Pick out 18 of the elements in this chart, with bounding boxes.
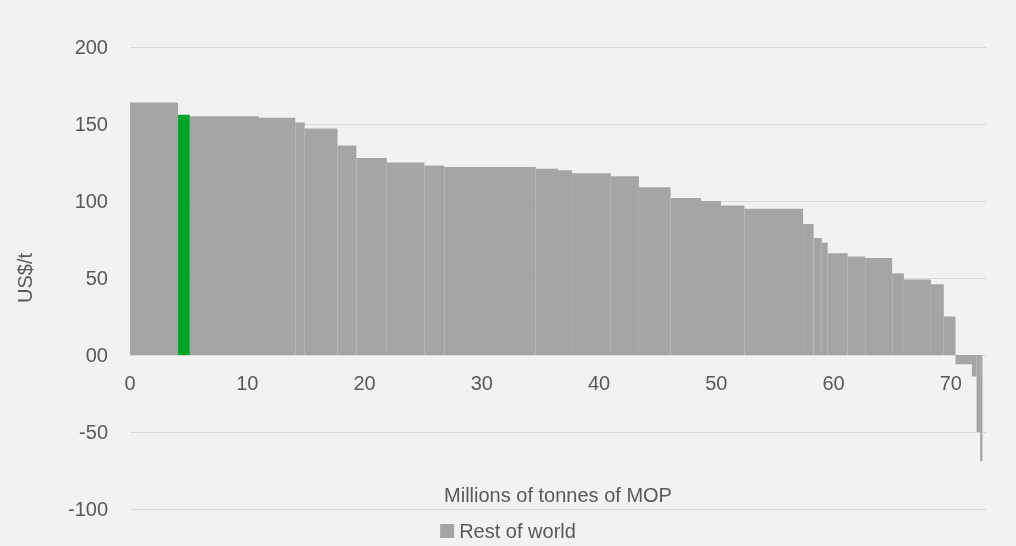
y-tick-label: 100 xyxy=(74,190,108,212)
y-tick-label: 200 xyxy=(74,36,108,58)
y-tick-label: -50 xyxy=(79,421,108,443)
y-tick-label: 150 xyxy=(74,113,108,135)
x-axis-title: Millions of tonnes of MOP xyxy=(444,484,672,506)
x-tick-label: 0 xyxy=(124,372,136,394)
y-axis-title: US$/t xyxy=(14,252,36,304)
x-tick-label: 40 xyxy=(587,372,611,394)
legend-label: Rest of world xyxy=(459,520,576,542)
y-tick-label: 50 xyxy=(85,267,108,289)
x-tick-label: 20 xyxy=(353,372,376,394)
x-tick-label: 10 xyxy=(236,372,259,394)
x-tick-label: 50 xyxy=(705,372,728,394)
y-tick-label: -100 xyxy=(67,498,108,520)
y-tick-label: 00 xyxy=(85,344,108,366)
x-tick-label: 70 xyxy=(939,372,962,394)
x-tick-label: 60 xyxy=(822,372,845,394)
x-tick-label: 30 xyxy=(470,372,493,394)
